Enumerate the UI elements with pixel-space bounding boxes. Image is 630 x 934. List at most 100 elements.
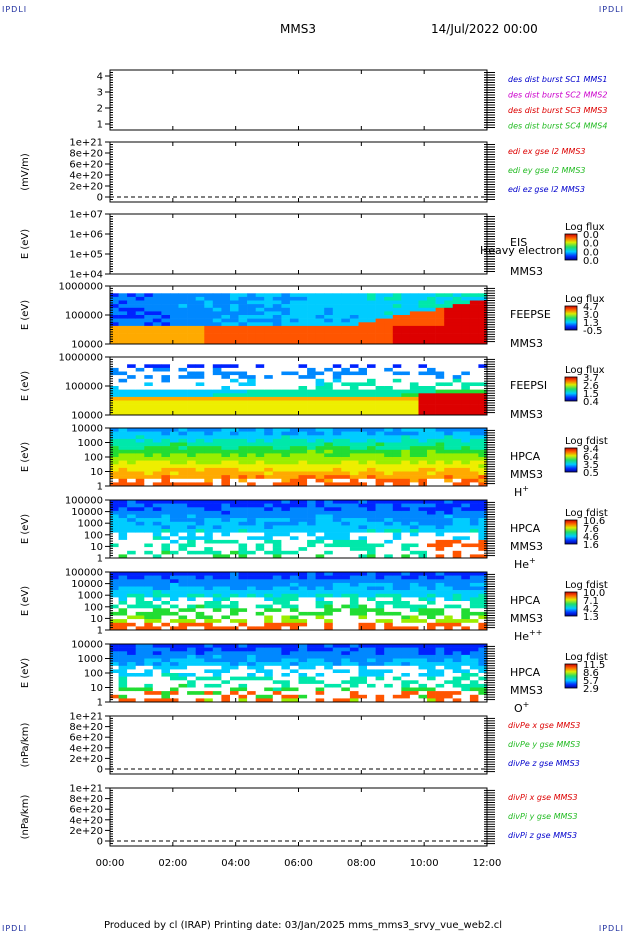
spectrogram-cell-feepsi [247,411,256,416]
spectrogram-cell-feepse [409,311,419,316]
spectrogram-cell-hpca_he [187,507,196,512]
spectrogram-cell-hpca_h [452,438,462,443]
y-tick-label-divpe: 4e+20 [69,743,103,754]
spectrogram-cell-hpca_h [264,428,274,432]
spectrogram-cell-feepse [247,336,256,341]
spectrogram-cell-hpca_h [238,457,248,461]
spectrogram-cell-feepse [161,307,171,312]
spectrogram-cell-hpca_o [127,654,136,659]
spectrogram-cell-hpca_h [409,464,419,469]
spectrogram-cell-hpca_o [358,647,368,652]
spectrogram-cell-hpca_o [204,651,214,656]
spectrogram-cell-hpca_he [392,547,402,551]
spectrogram-cell-hpca_h [212,482,222,487]
spectrogram-cell-hpca_he [152,500,162,504]
spectrogram-cell-hpca_o [230,687,239,692]
spectrogram-cell-hpca_o [298,683,308,688]
spectrogram-cell-hpca_he2 [315,608,325,613]
spectrogram-cell-feepsi [367,411,376,416]
spectrogram-cell-hpca_o [161,662,171,666]
spectrogram-cell-hpca_o [187,683,196,688]
spectrogram-cell-hpca_he2 [144,604,154,609]
spectrogram-cell-hpca_h [152,478,162,483]
spectrogram-cell-hpca_he [255,554,265,559]
spectrogram-cell-feepse [152,293,162,298]
spectrogram-cell-feepsi [384,364,394,369]
spectrogram-cell-hpca_o [418,644,428,648]
spectrogram-cell-hpca_he [195,518,205,522]
spectrogram-cell-hpca_he [392,503,402,508]
spectrogram-cell-hpca_h [307,457,316,461]
spectrogram-cell-hpca_o [161,680,171,685]
spectrogram-cell-hpca_o [427,673,436,677]
spectrogram-cell-hpca_h [110,464,119,469]
spectrogram-cell-feepsi [272,378,282,383]
spectrogram-cell-hpca_he2 [307,626,316,631]
spectrogram-cell-feepse [187,304,196,308]
spectrogram-cell-feepse [152,340,162,345]
spectrogram-cell-hpca_o [367,669,376,674]
spectrogram-cell-hpca_he2 [461,608,471,613]
spectrogram-cell-feepsi [195,389,205,394]
spectrogram-cell-hpca_o [469,658,479,663]
spectrogram-cell-hpca_o [135,694,145,699]
spectrogram-cell-hpca_he [444,554,454,559]
spectrogram-cell-hpca_h [409,435,419,440]
spectrogram-cell-feepsi [255,382,265,387]
spectrogram-cell-hpca_he [281,532,291,537]
spectrogram-cell-feepse [264,329,274,334]
spectrogram-cell-feepsi [384,393,394,398]
spectrogram-cell-hpca_he2 [298,572,308,576]
spectrogram-cell-hpca_o [409,687,419,692]
spectrogram-cell-hpca_o [384,654,394,659]
spectrogram-cell-hpca_he [392,536,402,541]
spectrogram-cell-hpca_he [332,514,342,519]
spectrogram-cell-hpca_h [444,428,454,432]
spectrogram-cell-hpca_he2 [409,608,419,613]
spectrogram-cell-hpca_he2 [135,601,145,605]
spectrogram-cell-hpca_he2 [281,579,291,584]
spectrogram-cell-hpca_h [478,438,488,443]
spectrogram-cell-hpca_he2 [161,575,171,580]
spectrogram-cell-feepse [478,293,488,298]
spectrogram-cell-feepse [332,322,342,327]
spectrogram-cell-hpca_he2 [367,619,376,623]
spectrogram-cell-hpca_he [332,525,342,530]
colorbar-tick-feepse: 1.3 [583,318,599,329]
spectrogram-cell-hpca_h [247,457,256,461]
spectrogram-cell-hpca_he2 [170,593,179,598]
spectrogram-cell-hpca_he2 [152,572,162,576]
spectrogram-cell-hpca_he [204,543,214,548]
spectrogram-cell-hpca_h [230,442,239,447]
spectrogram-cell-hpca_he2 [264,590,274,594]
spectrogram-cell-hpca_he [418,532,428,537]
spectrogram-cell-hpca_he2 [118,615,128,620]
spectrogram-cell-hpca_o [110,662,119,666]
spectrogram-cell-feepsi [255,386,265,390]
spectrogram-cell-hpca_he2 [478,622,488,627]
spectrogram-cell-hpca_he [375,539,385,544]
spectrogram-cell-hpca_o [144,680,154,685]
spectrogram-cell-hpca_he [384,536,394,541]
colorbar-tick-eis: 0.0 [583,230,599,241]
spectrogram-cell-feepsi [478,375,488,379]
spectrogram-cell-feepsi [384,407,394,412]
spectrogram-cell-hpca_he [444,525,454,530]
spectrogram-cell-hpca_h [435,460,445,465]
spectrogram-cell-hpca_he2 [272,582,282,587]
spectrogram-cell-feepsi [384,404,394,408]
spectrogram-cell-hpca_h [230,428,239,432]
spectrogram-cell-hpca_he [409,525,419,530]
spectrogram-cell-hpca_he [478,550,488,555]
spectrogram-cell-feepsi [247,393,256,398]
spectrogram-cell-hpca_o [358,691,368,695]
spectrogram-cell-hpca_he [469,532,479,537]
spectrogram-cell-feepse [247,333,256,337]
spectrogram-cell-hpca_he [247,518,256,522]
spectrogram-cell-hpca_h [110,457,119,461]
spectrogram-cell-feepsi [110,393,119,398]
spectrogram-cell-hpca_he [187,550,196,555]
spectrogram-cell-feepse [478,336,488,341]
spectrogram-cell-hpca_o [324,665,334,670]
spectrogram-cell-hpca_h [375,446,385,450]
